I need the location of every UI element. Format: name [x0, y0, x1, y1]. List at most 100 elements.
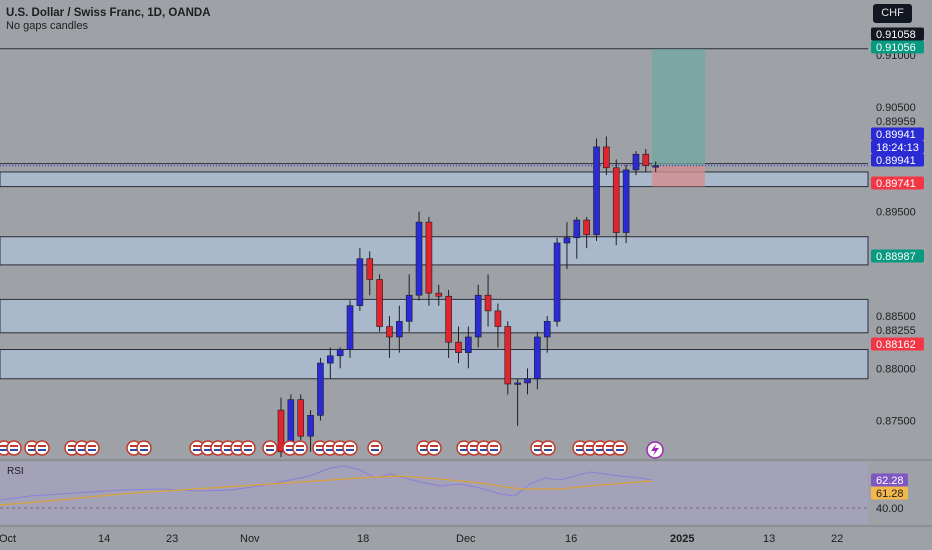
- us-flag-icon[interactable]: [262, 440, 278, 456]
- price-tick-label: 0.90500: [876, 102, 916, 114]
- countdown-badge: [871, 140, 924, 154]
- candle[interactable]: [356, 248, 364, 311]
- candle[interactable]: [326, 347, 334, 379]
- price-axis-strip: [868, 0, 932, 550]
- candle[interactable]: [435, 284, 443, 306]
- candle-body: [583, 219, 590, 235]
- candle-body: [455, 341, 462, 353]
- position-stop-zone[interactable]: [652, 165, 705, 187]
- chart-subtitle: No gaps candles: [6, 20, 88, 32]
- price-badge-0.91056: [871, 40, 924, 54]
- candle-body: [642, 153, 650, 167]
- price-badge-last-text: 0.89941: [876, 129, 916, 141]
- candle[interactable]: [455, 326, 462, 364]
- candle[interactable]: [593, 138, 600, 241]
- us-flag-icon[interactable]: [367, 440, 383, 456]
- position-target-zone[interactable]: [652, 49, 705, 166]
- time-label: 23: [166, 533, 178, 545]
- candle-body: [425, 221, 433, 294]
- us-flag-icon[interactable]: [486, 440, 502, 456]
- candle-body: [317, 362, 324, 416]
- price-badge-0.88255-text: 0.88255: [876, 325, 916, 337]
- candle[interactable]: [474, 284, 482, 348]
- candle-body: [336, 349, 344, 357]
- candle[interactable]: [297, 394, 305, 447]
- us-flag-icon[interactable]: [342, 440, 358, 456]
- candle[interactable]: [652, 161, 659, 172]
- us-flag-icon[interactable]: [240, 440, 256, 456]
- us-flag-icon[interactable]: [136, 440, 152, 456]
- rsi-value-1: 61.28: [876, 488, 904, 500]
- candle[interactable]: [573, 216, 581, 259]
- candle-body: [386, 326, 393, 338]
- candle[interactable]: [366, 251, 374, 296]
- candle-body: [465, 336, 472, 353]
- candle[interactable]: [386, 316, 393, 358]
- candle[interactable]: [465, 326, 472, 369]
- price-tick-label: 0.88500: [876, 311, 916, 323]
- price-badge-0.88255: [871, 323, 924, 337]
- candle[interactable]: [336, 347, 344, 369]
- candle-body: [297, 399, 305, 437]
- price-badge-0.89941-text: 0.89941: [876, 155, 916, 167]
- price-badge-0.88987-text: 0.88987: [876, 251, 916, 263]
- candle-body: [514, 382, 521, 385]
- candle[interactable]: [603, 136, 610, 176]
- candle-body: [543, 321, 551, 338]
- candle[interactable]: [346, 300, 354, 358]
- candle-body: [612, 167, 620, 233]
- candle[interactable]: [563, 222, 571, 270]
- us-flag-icon[interactable]: [612, 440, 628, 456]
- candle[interactable]: [484, 274, 492, 327]
- candle[interactable]: [307, 410, 314, 452]
- lightning-icon[interactable]: [646, 441, 664, 459]
- currency-button[interactable]: CHF: [873, 4, 912, 23]
- time-label: 2025: [670, 533, 694, 545]
- us-flag-icon[interactable]: [84, 440, 100, 456]
- candle[interactable]: [553, 237, 561, 327]
- candle[interactable]: [514, 378, 521, 426]
- candle[interactable]: [622, 164, 630, 243]
- price-badge-last: [871, 127, 924, 141]
- candle[interactable]: [425, 216, 433, 306]
- price-badge-0.91056-text: 0.91056: [876, 42, 916, 54]
- sr-zone-2: [0, 298, 869, 334]
- time-label: 13: [763, 533, 775, 545]
- candle[interactable]: [445, 289, 452, 358]
- candle[interactable]: [277, 397, 285, 458]
- candle[interactable]: [632, 151, 640, 176]
- candle[interactable]: [612, 159, 620, 246]
- rsi-ma-line: [0, 475, 653, 506]
- candle[interactable]: [396, 305, 403, 353]
- time-label: 18: [357, 533, 369, 545]
- candle-body: [326, 355, 334, 364]
- candle[interactable]: [317, 357, 324, 421]
- candle-body: [474, 294, 482, 338]
- time-label: 14: [98, 533, 110, 545]
- candle-body: [396, 321, 403, 338]
- price-tick-label: 0.89500: [876, 207, 916, 219]
- candle-body: [563, 237, 571, 244]
- candle-body: [494, 310, 502, 327]
- candle[interactable]: [583, 216, 590, 249]
- candle-body: [553, 242, 561, 322]
- candle[interactable]: [415, 211, 423, 301]
- candle[interactable]: [405, 274, 413, 332]
- us-flag-icon[interactable]: [426, 440, 442, 456]
- candle[interactable]: [494, 303, 502, 348]
- candle[interactable]: [543, 316, 551, 353]
- candle[interactable]: [642, 148, 650, 172]
- candle-body: [622, 169, 630, 233]
- candle[interactable]: [524, 368, 531, 395]
- candle-body: [632, 153, 640, 171]
- time-label: Dec: [456, 533, 476, 545]
- candle[interactable]: [534, 331, 541, 390]
- plot-area: [0, 0, 868, 460]
- us-flag-icon[interactable]: [6, 440, 22, 456]
- candle[interactable]: [504, 321, 512, 395]
- us-flag-icon[interactable]: [34, 440, 50, 456]
- us-flag-icon[interactable]: [540, 440, 556, 456]
- candle[interactable]: [376, 274, 383, 332]
- us-flag-icon[interactable]: [292, 440, 308, 456]
